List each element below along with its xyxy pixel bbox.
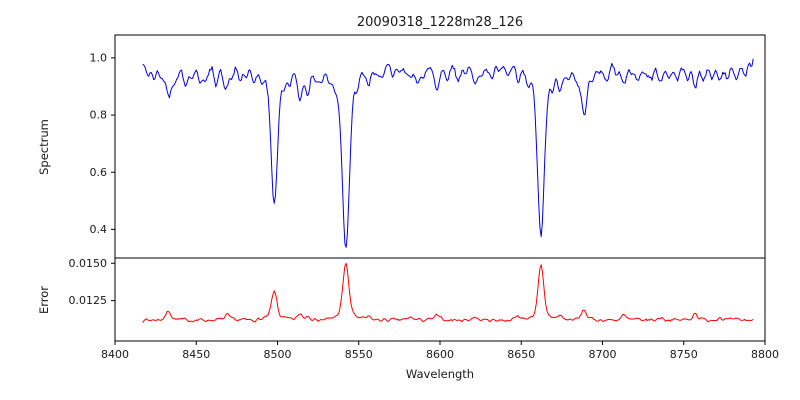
y-tick-label: 0.6 (90, 166, 108, 179)
x-tick-label: 8700 (589, 348, 617, 361)
x-tick-label: 8750 (670, 348, 698, 361)
y-tick-label: 0.4 (90, 223, 108, 236)
x-tick-label: 8550 (345, 348, 373, 361)
spectrum-line (142, 58, 754, 248)
y-tick-label: 1.0 (90, 51, 108, 64)
error-line (142, 262, 754, 323)
x-tick-label: 8800 (751, 348, 779, 361)
plot-border (114, 34, 766, 342)
y-axis-label-spectrum: Spectrum (37, 119, 51, 175)
x-tick-label: 8500 (264, 348, 292, 361)
x-tick-label: 8650 (507, 348, 535, 361)
x-tick-label: 8450 (182, 348, 210, 361)
x-axis-label: Wavelength (406, 367, 474, 381)
y-axis-label-error: Error (37, 286, 51, 314)
x-tick-label: 8600 (426, 348, 454, 361)
y-tick-label: 0.8 (90, 109, 108, 122)
y-tick-label: 0.0150 (69, 257, 108, 270)
x-tick-label: 8400 (101, 348, 129, 361)
chart-axes: 8400 8450 8500 8550 8600 8650 8700 8750 8800 0.4 0… (69, 34, 779, 361)
y-tick-label: 0.0125 (69, 294, 108, 307)
chart-title: 20090318_1228m28_126 (357, 15, 523, 30)
chart-series (142, 58, 754, 323)
